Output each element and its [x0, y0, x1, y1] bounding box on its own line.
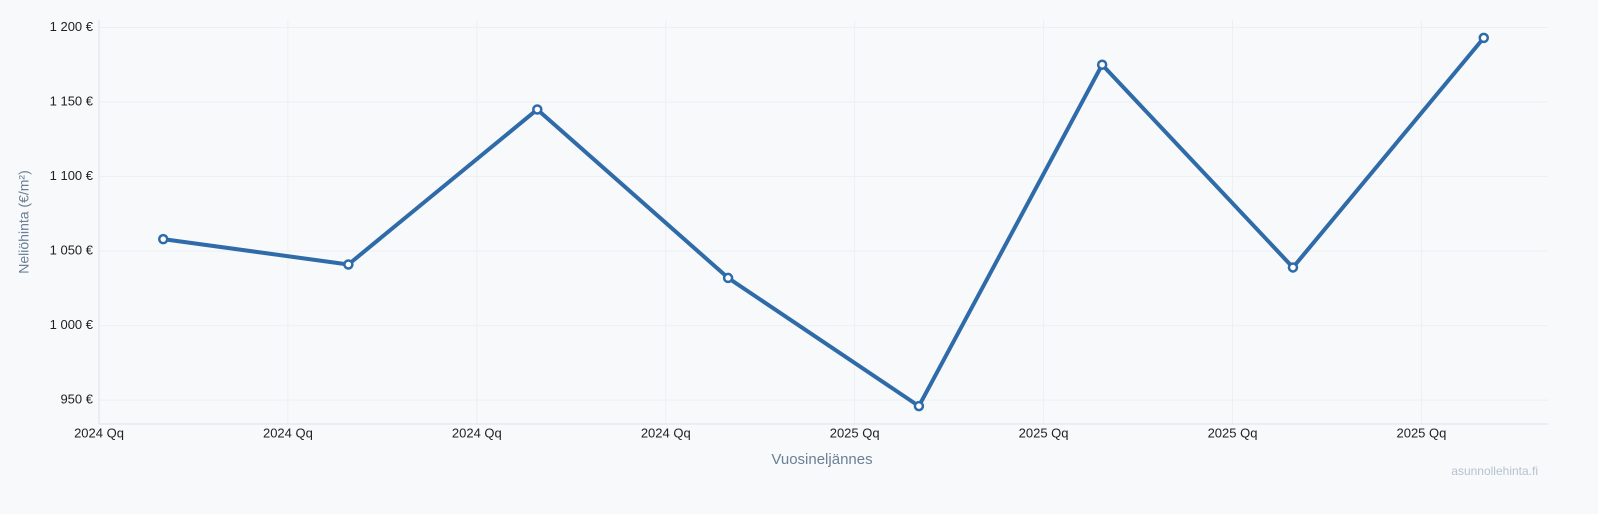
- point: [343, 259, 354, 270]
- y-tick-label: 1 100 €: [50, 168, 94, 183]
- x-tick-label: 2025 Qq: [830, 425, 880, 440]
- x-tick-label: 2024 Qq: [263, 425, 313, 440]
- x-tick-label: 2025 Qq: [1019, 425, 1069, 440]
- x-axis-title: Vuosineljännes: [771, 451, 872, 468]
- point: [722, 272, 734, 284]
- y-axis-title: Neliöhinta (€/m²): [16, 170, 32, 273]
- x-tick-label: 2025 Qq: [1396, 425, 1446, 440]
- point: [532, 104, 543, 115]
- y-tick-label: 1 200 €: [50, 19, 94, 34]
- point: [1287, 262, 1299, 273]
- point: [1096, 59, 1108, 70]
- watermark: asunnollehinta.fi: [1451, 464, 1538, 478]
- point: [913, 400, 925, 412]
- x-tick-label: 2025 Qq: [1208, 425, 1258, 440]
- x-tick-label: 2024 Qq: [74, 425, 124, 440]
- y-tick-label: 1 150 €: [50, 93, 94, 108]
- line: [162, 36, 1486, 409]
- point: [157, 233, 169, 245]
- y-tick-label: 1 000 €: [50, 317, 94, 332]
- x-tick-label: 2024 Qq: [641, 425, 691, 440]
- x-tick-label: 2024 Qq: [452, 425, 502, 440]
- y-tick-label: 1 050 €: [50, 243, 94, 258]
- y-tick-label: 950 €: [60, 392, 93, 407]
- point: [1478, 32, 1490, 44]
